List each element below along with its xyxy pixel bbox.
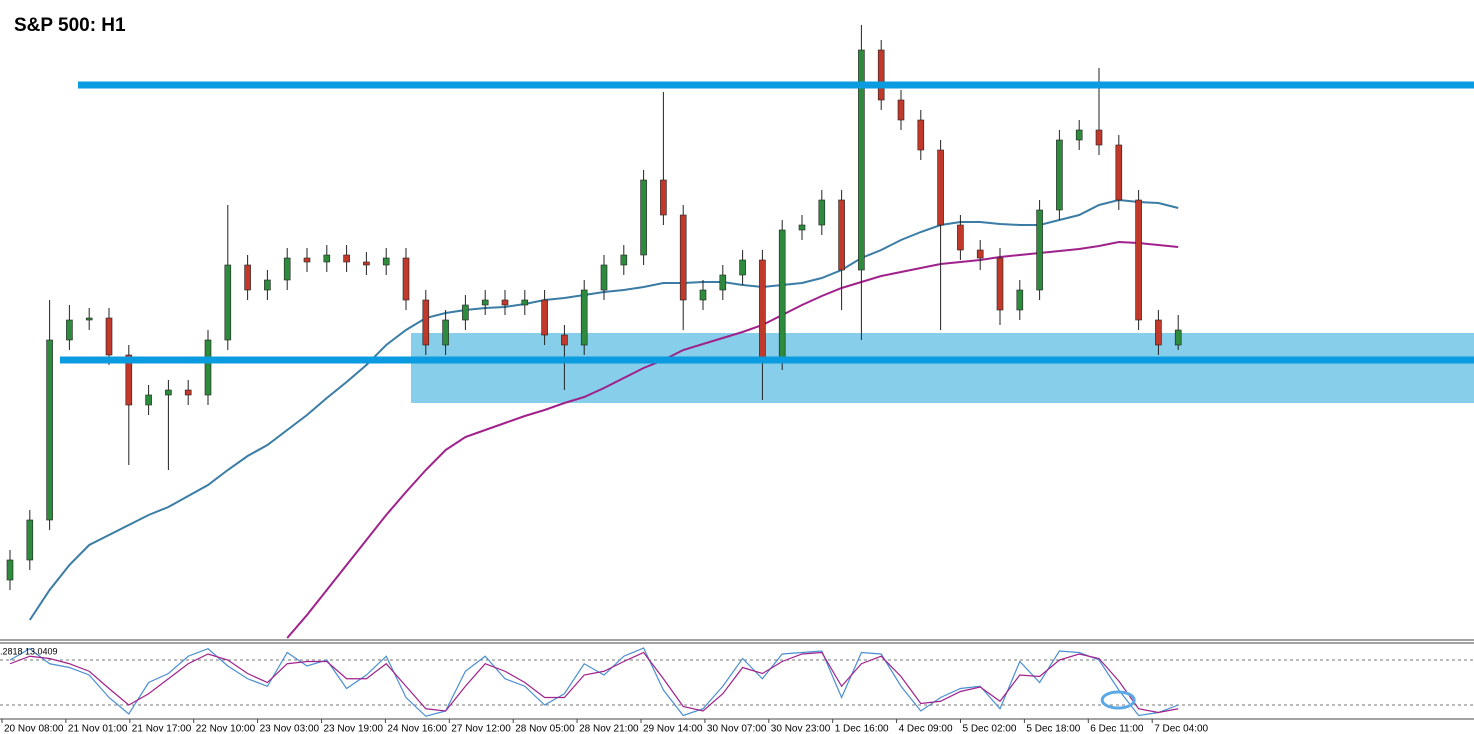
candle-body: [1016, 289, 1024, 311]
candle-body: [798, 224, 806, 231]
price-panel: [6, 25, 1474, 639]
candle-body: [244, 264, 251, 291]
candle-body: [184, 389, 192, 396]
highlight-circle: [1100, 690, 1136, 710]
candle-body: [976, 249, 984, 259]
x-tick-label: 28 Nov 21:00: [579, 724, 639, 734]
x-tick-label: 27 Nov 12:00: [451, 724, 511, 734]
x-tick-label: 30 Nov 07:00: [707, 724, 767, 734]
candle-body: [481, 299, 489, 306]
chart-title: S&P 500: H1: [14, 15, 126, 36]
candle-body: [699, 289, 707, 301]
candle-body: [283, 257, 291, 281]
candle-body: [1174, 329, 1182, 346]
candle-body: [363, 261, 370, 266]
candle-body: [957, 224, 964, 251]
moving-average: [286, 240, 1179, 639]
x-tick-label: 24 Nov 16:00: [387, 724, 447, 734]
candle-body: [204, 339, 212, 396]
candle-body: [125, 354, 133, 406]
x-tick-label: 30 Nov 23:00: [771, 724, 831, 734]
oscillator-panel: [0, 647, 1474, 717]
x-tick-label: 1 Dec 16:00: [835, 724, 889, 734]
candle-body: [660, 179, 667, 216]
candle-body: [46, 339, 53, 521]
candle-body: [1095, 129, 1103, 146]
candle-body: [145, 394, 152, 406]
candle-body: [85, 317, 93, 321]
x-tick-label: 21 Nov 01:00: [68, 724, 128, 734]
candle-body: [600, 264, 608, 291]
candle-body: [521, 299, 529, 306]
candle-body: [640, 179, 647, 256]
candle-body: [1075, 129, 1083, 141]
candle-body: [778, 229, 786, 361]
candle-body: [1135, 199, 1142, 321]
candle-body: [838, 199, 845, 271]
candle-body: [501, 299, 509, 306]
oscillator-line: [9, 651, 1179, 714]
demand-zone: [411, 333, 1474, 403]
candle-body: [343, 254, 350, 263]
candle-body: [264, 279, 271, 291]
x-tick-label: 5 Dec 02:00: [963, 724, 1017, 734]
candle-body: [818, 199, 826, 226]
candle-body: [1115, 144, 1123, 201]
x-tick-label: 23 Nov 03:00: [260, 724, 320, 734]
candle-body: [26, 519, 34, 561]
candle-body: [105, 317, 113, 356]
x-tick-label: 22 Nov 10:00: [196, 724, 256, 734]
candle-body: [1056, 139, 1063, 211]
candle-body: [877, 49, 885, 101]
candle-body: [541, 299, 548, 336]
candle-body: [858, 49, 865, 271]
x-tick-label: 6 Dec 11:00: [1090, 724, 1144, 734]
x-axis: 20 Nov 08:00 21 Nov 01:00 21 Nov 17:00 22 N…: [1, 719, 1209, 734]
candle-body: [224, 264, 232, 341]
candle-body: [323, 254, 331, 263]
x-tick-label: 7 Dec 04:00: [1154, 724, 1208, 734]
candle-body: [719, 274, 727, 291]
candle-body: [897, 99, 905, 121]
candle-body: [382, 257, 390, 266]
candle-body: [1155, 319, 1162, 346]
candle-body: [759, 259, 766, 361]
candle-body: [917, 119, 925, 151]
x-tick-label: 5 Dec 18:00: [1026, 724, 1080, 734]
candle-body: [66, 319, 73, 341]
candle-body: [402, 257, 410, 301]
candle-body: [442, 319, 449, 346]
candle-body: [739, 259, 746, 276]
candle-body: [679, 214, 687, 301]
candle-body: [580, 289, 588, 346]
candle-body: [561, 334, 568, 346]
candle-body: [996, 257, 1004, 311]
x-tick-label: 28 Nov 05:00: [515, 724, 575, 734]
candle-body: [462, 304, 469, 321]
candle-body: [937, 149, 944, 226]
candle-body: [1036, 209, 1043, 291]
candle-body: [422, 299, 430, 346]
x-tick-label: 20 Nov 08:00: [4, 724, 64, 734]
x-tick-label: 29 Nov 14:00: [643, 724, 703, 734]
candle-body: [6, 559, 14, 581]
candle-body: [620, 254, 628, 266]
candle-body: [303, 257, 311, 263]
x-tick-label: 21 Nov 17:00: [132, 724, 192, 734]
x-tick-label: 23 Nov 19:00: [324, 724, 384, 734]
oscillator-header: 7.2818 13.0409: [0, 646, 58, 656]
candle-body: [165, 389, 172, 396]
x-tick-label: 4 Dec 09:00: [899, 724, 953, 734]
